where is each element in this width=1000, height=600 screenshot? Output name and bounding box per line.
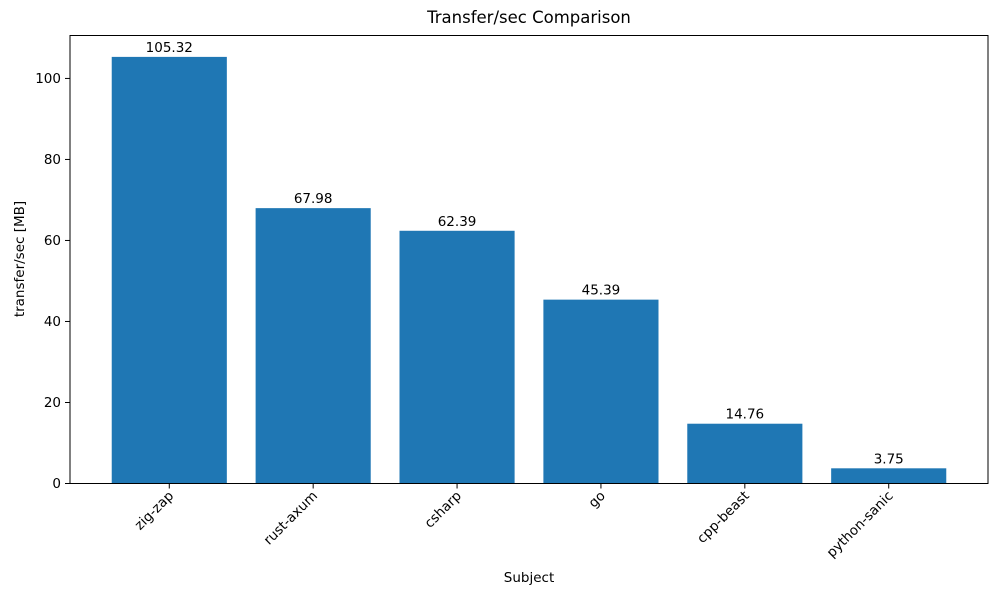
bar-value-label: 45.39	[582, 283, 621, 299]
bar-value-label: 3.75	[874, 451, 904, 467]
x-tick-label-zig-zap: zig-zap	[132, 488, 177, 533]
bar-csharp	[399, 230, 515, 484]
y-axis-label: transfer/sec [MB]	[12, 200, 28, 318]
bar-zig-zap	[111, 56, 227, 484]
bar-value-label: 62.39	[438, 214, 477, 230]
x-tick-label-go: go	[586, 488, 609, 511]
axes-spines	[69, 35, 989, 484]
bar-rust-axum	[255, 208, 371, 484]
x-tick-label-cpp-beast: cpp-beast	[694, 488, 753, 547]
y-tick-label: 0	[52, 476, 61, 492]
bar-value-label: 14.76	[726, 407, 765, 423]
x-tick-label-rust-axum: rust-axum	[261, 488, 321, 548]
y-tick-label: 60	[44, 233, 61, 249]
chart-title: Transfer/sec Comparison	[427, 8, 631, 27]
x-tick-label-csharp: csharp	[421, 488, 464, 531]
bar-value-label: 105.32	[146, 40, 193, 56]
y-tick-label: 100	[35, 71, 61, 87]
y-tick-label: 20	[44, 395, 61, 411]
bar-cpp-beast	[687, 423, 803, 484]
bar-go	[543, 299, 659, 484]
bar-value-label: 67.98	[294, 191, 333, 207]
x-tick-label-python-sanic: python-sanic	[824, 488, 897, 561]
bar-python-sanic	[831, 468, 947, 484]
y-tick-label: 80	[44, 152, 61, 168]
y-tick-label: 40	[44, 314, 61, 330]
x-axis-label: Subject	[503, 570, 555, 586]
